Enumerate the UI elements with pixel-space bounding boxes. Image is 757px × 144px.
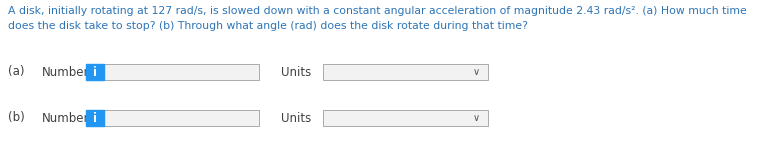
- FancyBboxPatch shape: [86, 110, 104, 126]
- FancyBboxPatch shape: [104, 110, 259, 126]
- Text: i: i: [93, 66, 97, 78]
- Text: i: i: [93, 111, 97, 125]
- FancyBboxPatch shape: [323, 110, 488, 126]
- FancyBboxPatch shape: [104, 64, 259, 80]
- Text: Number: Number: [42, 66, 89, 78]
- Text: ∨: ∨: [472, 113, 480, 123]
- Text: Number: Number: [42, 111, 89, 125]
- Text: (b): (b): [8, 111, 25, 125]
- Text: ∨: ∨: [472, 67, 480, 77]
- Text: (a): (a): [8, 66, 24, 78]
- FancyBboxPatch shape: [323, 64, 488, 80]
- Text: A disk, initially rotating at 127 rad/s, is slowed down with a constant angular : A disk, initially rotating at 127 rad/s,…: [8, 6, 746, 16]
- Text: Units: Units: [281, 111, 311, 125]
- FancyBboxPatch shape: [86, 64, 104, 80]
- Text: does the disk take to stop? (b) Through what angle (rad) does the disk rotate du: does the disk take to stop? (b) Through …: [8, 21, 528, 31]
- Text: Units: Units: [281, 66, 311, 78]
